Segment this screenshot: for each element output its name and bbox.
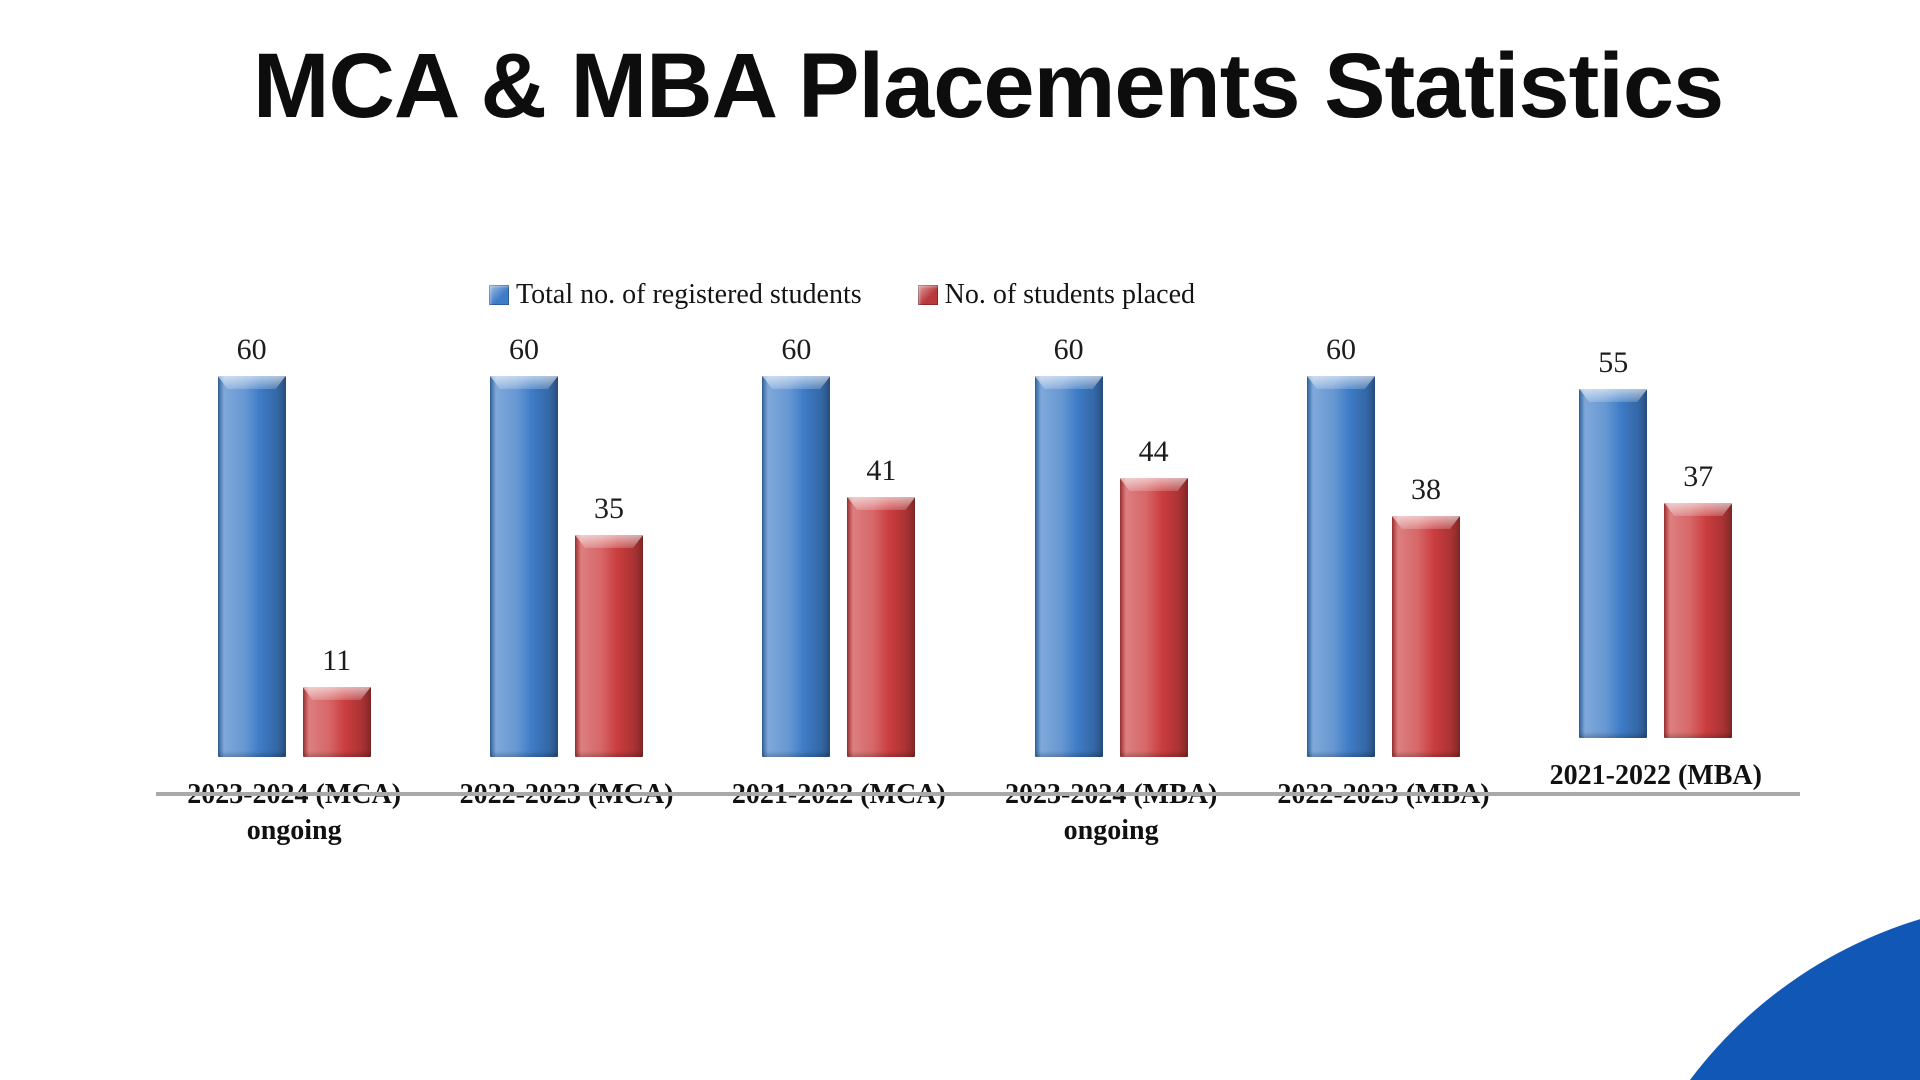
bar-value-label: 11 <box>322 644 352 677</box>
registered-bar-wrap: 60 <box>217 333 286 757</box>
placed-bar-wrap: 44 <box>1119 435 1188 757</box>
category-label: 2023-2024 (MCA) ongoing <box>187 777 401 849</box>
chart-legend: Total no. of registered students No. of … <box>488 279 1196 311</box>
bar-pair: 60 44 <box>1034 333 1188 757</box>
registered-bar <box>489 376 558 757</box>
legend-item-registered: Total no. of registered students <box>488 279 862 311</box>
registered-bar-wrap: 60 <box>1306 333 1375 757</box>
bar-pair: 60 35 <box>489 333 643 757</box>
bar-value-label: 41 <box>866 454 897 487</box>
category-label-line2: ongoing <box>246 815 342 846</box>
bar-value-label: 60 <box>508 333 539 366</box>
placed-bar-wrap: 41 <box>847 454 916 757</box>
registered-bar-wrap: 60 <box>489 333 558 757</box>
registered-bar <box>217 376 286 757</box>
bar-value-label: 60 <box>1325 333 1356 366</box>
bar-group: 60 44 2023-2024 (MBA) ongoing <box>975 333 1247 847</box>
bar-pair: 60 38 <box>1306 333 1460 757</box>
legend-swatch-blue-icon <box>488 285 509 305</box>
legend-label-placed: No. of students placed <box>944 279 1196 310</box>
plot-area: 60 11 2023-2024 (MCA) ongoing 60 35 2022-2023 … <box>156 333 1800 847</box>
placed-bar-wrap: 37 <box>1664 460 1733 738</box>
placed-bar <box>574 535 643 757</box>
placed-bar <box>1119 478 1188 757</box>
category-label: 2023-2024 (MBA) ongoing <box>1005 777 1217 849</box>
bar-group: 60 11 2023-2024 (MCA) ongoing <box>158 333 430 847</box>
bar-group: 60 38 2022-2023 (MBA) <box>1247 333 1519 811</box>
legend-item-placed: No. of students placed <box>917 279 1196 311</box>
x-axis-line <box>156 792 1800 796</box>
bar-value-label: 60 <box>236 333 267 366</box>
category-label-line2: ongoing <box>1063 815 1159 846</box>
placed-bar-wrap: 35 <box>574 492 643 757</box>
bar-pair: 55 37 <box>1579 335 1733 738</box>
placed-bar <box>1664 503 1733 738</box>
placed-bar-wrap: 11 <box>302 644 371 757</box>
category-label: 2021-2022 (MBA) <box>1550 758 1762 794</box>
bar-value-label: 37 <box>1683 460 1714 493</box>
bar-value-label: 35 <box>593 492 624 525</box>
bar-value-label: 55 <box>1598 346 1629 379</box>
registered-bar <box>1034 376 1103 757</box>
registered-bar <box>1306 376 1375 757</box>
placed-bar <box>847 497 916 757</box>
legend-label-registered: Total no. of registered students <box>515 279 862 310</box>
bar-value-label: 44 <box>1138 435 1169 468</box>
placed-bar-wrap: 38 <box>1391 473 1460 757</box>
bar-pair: 60 11 <box>217 333 371 757</box>
bar-value-label: 60 <box>781 333 812 366</box>
registered-bar <box>762 376 831 757</box>
bar-group: 60 35 2022-2023 (MCA) <box>430 333 702 811</box>
page-title: MCA & MBA Placements Statistics <box>252 35 1724 137</box>
registered-bar-wrap: 60 <box>1034 333 1103 757</box>
bar-value-label: 60 <box>1053 333 1084 366</box>
registered-bar <box>1579 389 1648 738</box>
corner-decoration-circle <box>1600 900 1920 1080</box>
legend-swatch-red-icon <box>917 285 938 305</box>
category-label-line1: 2021-2022 (MBA) <box>1549 760 1762 791</box>
bar-group: 60 41 2021-2022 (MCA) <box>703 333 975 811</box>
registered-bar-wrap: 60 <box>762 333 831 757</box>
registered-bar-wrap: 55 <box>1579 346 1648 738</box>
placed-bar <box>302 687 371 757</box>
placed-bar <box>1391 516 1460 757</box>
bar-value-label: 38 <box>1410 473 1441 506</box>
bar-group: 55 37 2021-2022 (MBA) <box>1520 335 1792 794</box>
bar-pair: 60 41 <box>762 333 916 757</box>
